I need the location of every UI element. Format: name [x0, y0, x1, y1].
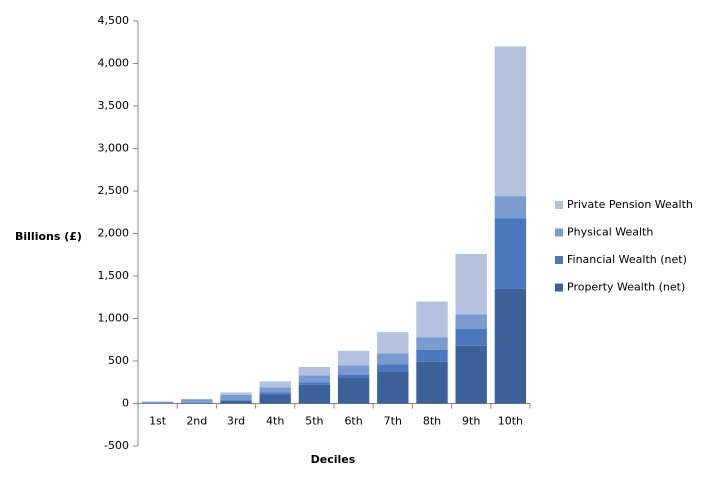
bar-segment	[338, 365, 369, 374]
bar-segment	[456, 346, 487, 404]
bar-segment	[456, 254, 487, 314]
y-tick-label: 4,500	[98, 14, 130, 27]
y-tick-label: 2,000	[98, 227, 130, 240]
x-tick-label: 3rd	[227, 415, 245, 428]
bar-segment	[299, 375, 330, 382]
bar-segment	[456, 329, 487, 346]
bar-segment	[456, 314, 487, 328]
y-tick-label: 3,500	[98, 99, 130, 112]
bar-segment	[220, 401, 251, 404]
x-tick-label: 8th	[423, 415, 441, 428]
bar-segment	[495, 218, 526, 289]
x-tick-label: 1st	[149, 415, 167, 428]
y-axis-title: Billions (£)	[15, 230, 82, 243]
bar-segment	[220, 395, 251, 400]
y-tick-label: 1,000	[98, 312, 130, 325]
bar-segment	[416, 302, 447, 338]
y-tick-label: 2,500	[98, 184, 130, 197]
bar-segment	[299, 385, 330, 404]
bar-segment	[377, 332, 408, 353]
x-tick-label: 9th	[462, 415, 480, 428]
legend-swatch	[555, 229, 563, 237]
bar-segment	[220, 400, 251, 401]
legend-swatch	[555, 256, 563, 264]
bar-segment	[377, 371, 408, 403]
x-tick-label: 4th	[266, 415, 284, 428]
bar-segment	[377, 364, 408, 371]
x-axis-title: Deciles	[311, 453, 356, 466]
x-tick-label: 6th	[344, 415, 362, 428]
y-tick-label: 500	[108, 354, 129, 367]
bar-segment	[220, 392, 251, 395]
bar-segment	[142, 402, 173, 403]
bar-segment	[338, 378, 369, 404]
bar-segment	[260, 394, 291, 403]
y-tick-label: 4,000	[98, 57, 130, 70]
bar-segment	[377, 353, 408, 364]
bar-segment	[495, 196, 526, 218]
bar-segment	[416, 362, 447, 404]
bar-segment	[181, 399, 212, 402]
legend-label: Private Pension Wealth	[567, 198, 693, 211]
bar-segment	[260, 392, 291, 394]
x-tick-label: 10th	[498, 415, 523, 428]
bar-segment	[338, 351, 369, 365]
legend-label: Property Wealth (net)	[567, 281, 685, 294]
x-tick-label: 5th	[305, 415, 323, 428]
legend-label: Physical Wealth	[567, 226, 653, 239]
bar-segment	[416, 350, 447, 362]
y-tick-label: -500	[104, 439, 129, 452]
legend-swatch	[555, 284, 563, 292]
y-tick-label: 3,000	[98, 142, 130, 155]
legend-swatch	[555, 201, 563, 209]
bar-segment	[416, 337, 447, 350]
bar-segment	[495, 289, 526, 404]
bar-segment	[260, 387, 291, 392]
bar-segment	[495, 47, 526, 197]
legend-label: Financial Wealth (net)	[567, 253, 687, 266]
x-tick-label: 7th	[384, 415, 402, 428]
x-tick-label: 2nd	[186, 415, 207, 428]
bar-segment	[260, 381, 291, 387]
bar-segment	[299, 382, 330, 385]
bar-segment	[338, 375, 369, 378]
y-tick-label: 1,500	[98, 269, 130, 282]
bar-segment	[299, 367, 330, 376]
y-tick-label: 0	[122, 397, 129, 410]
